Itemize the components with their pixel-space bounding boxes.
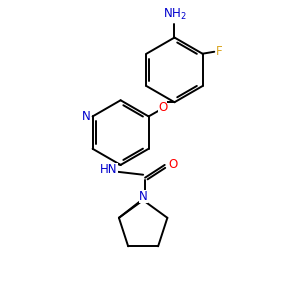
- Text: N: N: [139, 190, 148, 203]
- Text: O: O: [158, 100, 167, 114]
- Text: O: O: [169, 158, 178, 171]
- Text: HN: HN: [100, 163, 118, 176]
- Text: NH$_2$: NH$_2$: [163, 7, 186, 22]
- Text: N: N: [82, 110, 91, 123]
- Text: F: F: [216, 45, 223, 58]
